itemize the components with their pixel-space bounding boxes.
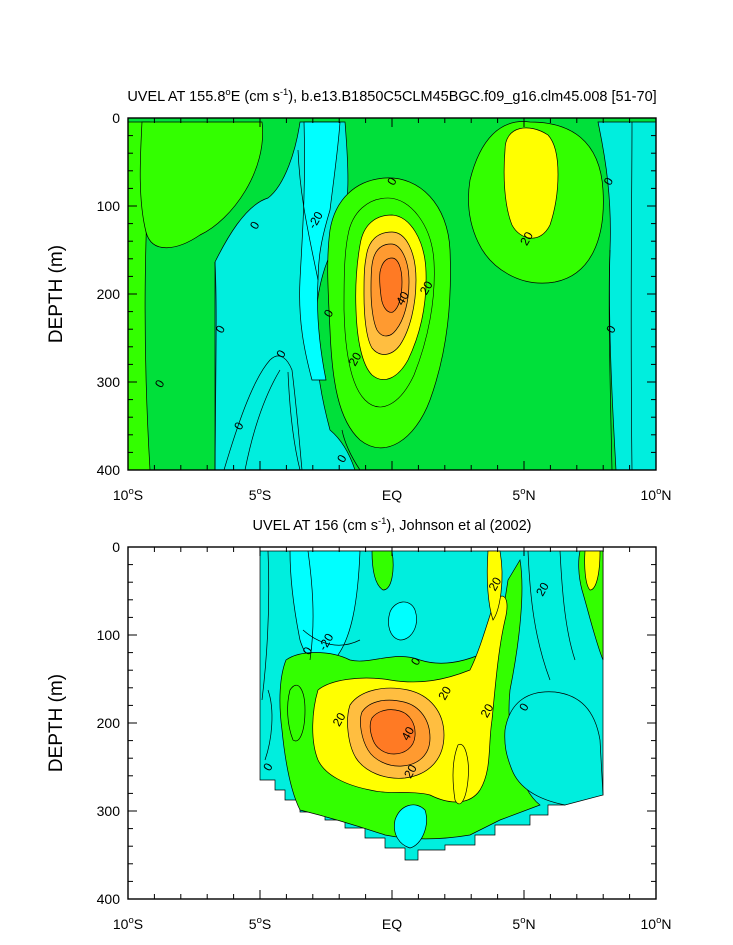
panel-model-title: UVEL AT 155.8oE (cm s-1), b.e13.B1850C5C… bbox=[127, 87, 656, 105]
y-tick-label: 100 bbox=[97, 198, 121, 214]
x-tick-label: 5oS bbox=[249, 486, 271, 503]
y-tick-label: 100 bbox=[97, 627, 121, 643]
panel-model-ylabel: DEPTH (m) bbox=[46, 245, 67, 343]
contour-label: 20 bbox=[435, 684, 454, 703]
y-tick-label: 0 bbox=[112, 110, 120, 126]
contour-label: 20 bbox=[417, 278, 436, 297]
panel-model: UVEL AT 155.8oE (cm s-1), b.e13.B1850C5C… bbox=[46, 87, 672, 503]
y-tick-label: 200 bbox=[97, 286, 121, 302]
y-tick-label: 400 bbox=[97, 891, 121, 907]
panel-obs-ylabel: DEPTH (m) bbox=[46, 674, 67, 772]
contour-label: 40 bbox=[398, 724, 417, 743]
x-tick-label: 5oN bbox=[512, 486, 535, 503]
panel-obs-field bbox=[259, 550, 604, 861]
y-tick-label: 0 bbox=[112, 539, 120, 555]
panel-model-ticks: 0 100 200 300 400 10oS 5oS EQ 5oN 10oN bbox=[97, 110, 672, 503]
x-tick-label: EQ bbox=[382, 487, 402, 503]
contour-label: 20 bbox=[486, 574, 505, 593]
panel-obs-ticks: 0 100 200 300 400 10oS 5oS EQ 5oN 10oN bbox=[97, 539, 672, 932]
panel-obs-title: UVEL AT 156 (cm s-1), Johnson et al (200… bbox=[253, 516, 532, 534]
x-tick-label: 5oN bbox=[512, 915, 535, 932]
y-tick-label: 400 bbox=[97, 462, 121, 478]
y-tick-label: 200 bbox=[97, 715, 121, 731]
x-tick-label: EQ bbox=[382, 916, 402, 932]
x-tick-label: 5oS bbox=[249, 915, 271, 932]
x-tick-label: 10oS bbox=[113, 486, 143, 503]
contour-label: 20 bbox=[401, 762, 420, 781]
contour-label: 20 bbox=[330, 710, 349, 729]
contour-label: 20 bbox=[346, 350, 365, 369]
panel-obs: UVEL AT 156 (cm s-1), Johnson et al (200… bbox=[46, 516, 672, 932]
contour-label: 20 bbox=[478, 701, 497, 720]
x-tick-label: 10oN bbox=[641, 486, 672, 503]
contour-label: 20 bbox=[517, 229, 536, 248]
y-tick-label: 300 bbox=[97, 374, 121, 390]
x-tick-label: 10oS bbox=[113, 915, 143, 932]
contour-label: 40 bbox=[393, 289, 412, 308]
y-tick-label: 300 bbox=[97, 803, 121, 819]
panel-model-field bbox=[128, 118, 656, 470]
contour-label: 20 bbox=[533, 580, 552, 599]
x-tick-label: 10oN bbox=[641, 915, 672, 932]
